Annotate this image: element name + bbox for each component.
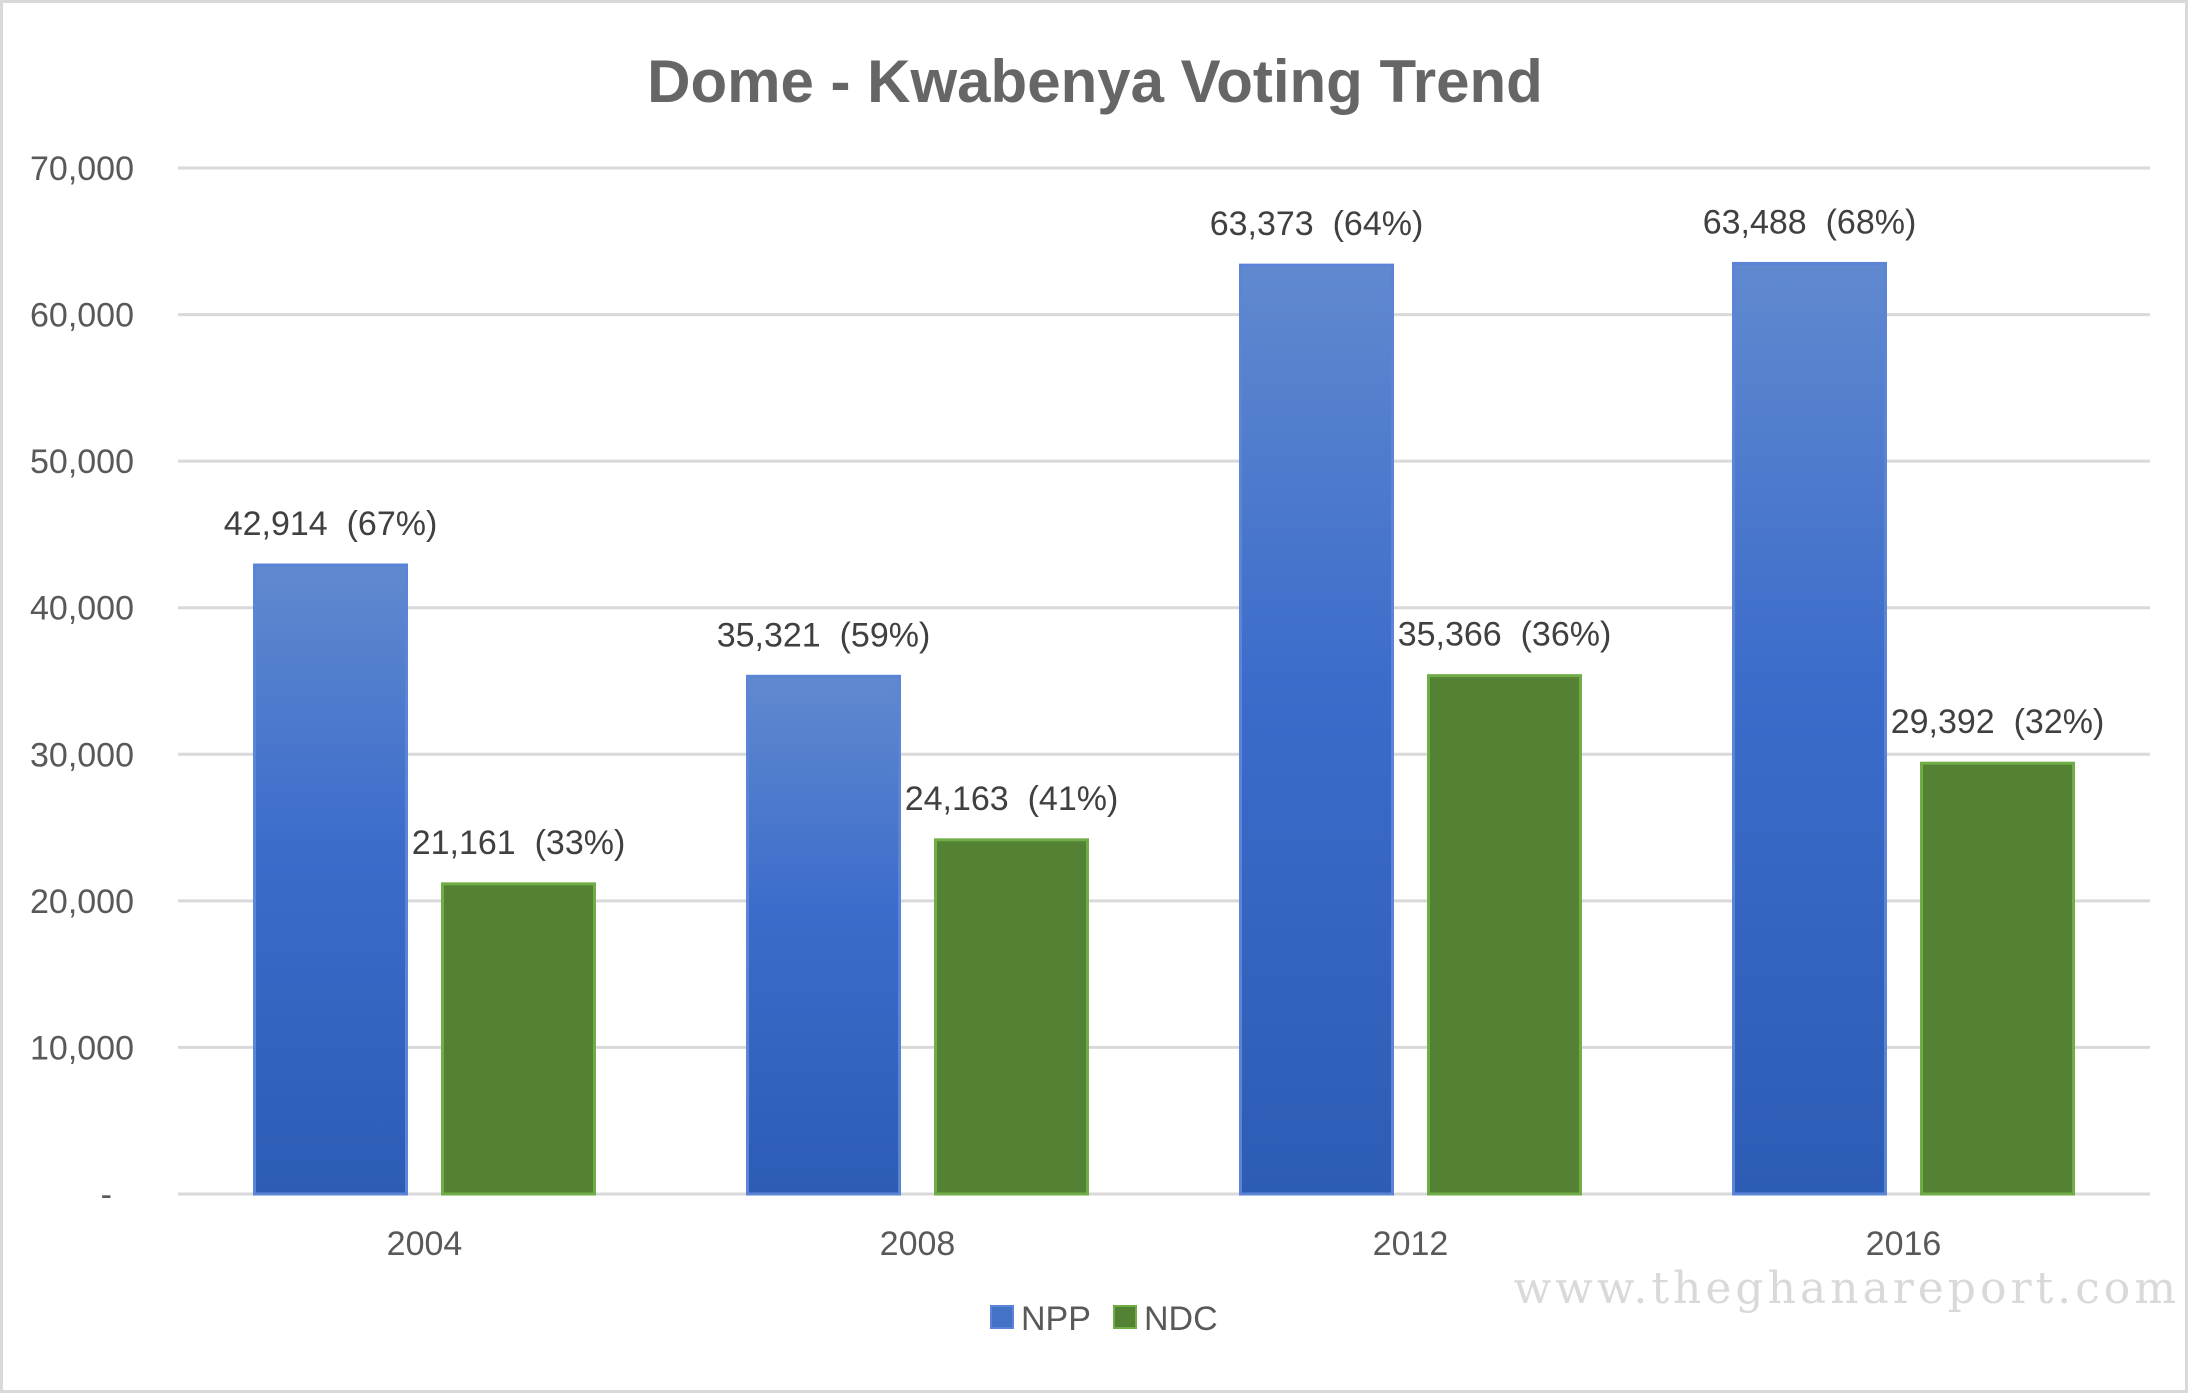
bar-ndc-2004: [441, 882, 596, 1196]
data-labels: 42,914 (67%) 21,161 (33%) 35,321 (59%) 24,1…: [224, 203, 2105, 861]
legend-swatch-npp: [990, 1305, 1014, 1329]
chart-title: Dome - Kwabenya Voting Trend: [647, 48, 1543, 115]
y-tick-label: 20,000: [30, 883, 134, 921]
legend: NPP NDC: [990, 1300, 1218, 1338]
bar-ndc-2016: [1920, 761, 2075, 1196]
data-label-ndc-2004: 21,161 (33%): [412, 824, 626, 862]
data-label-npp-2004: 42,914 (67%): [224, 505, 438, 543]
legend-label-ndc: NDC: [1144, 1300, 1218, 1338]
y-axis-ticks: - 10,000 20,000 30,000 40,000 50,000 60,000 70,…: [30, 150, 134, 1214]
data-label-npp-2008: 35,321 (59%): [717, 616, 931, 654]
bar-npp-2004: [253, 563, 408, 1196]
y-tick-label: 50,000: [30, 443, 134, 481]
bar-npp-2012: [1239, 263, 1394, 1196]
data-label-ndc-2008: 24,163 (41%): [905, 780, 1119, 818]
legend-swatch-ndc: [1113, 1305, 1137, 1329]
data-label-npp-2012: 63,373 (64%): [1210, 205, 1424, 243]
bar-npp-2008: [746, 674, 901, 1196]
legend-label-npp: NPP: [1021, 1300, 1091, 1338]
y-tick-label: 70,000: [30, 150, 134, 188]
x-tick-label: 2012: [1373, 1225, 1449, 1263]
watermark-text: www.theghanareport.com: [1514, 1263, 2180, 1314]
y-tick-label: 60,000: [30, 297, 134, 335]
bars: [253, 261, 2075, 1196]
y-tick-label: -: [101, 1176, 112, 1214]
y-tick-label: 40,000: [30, 590, 134, 628]
x-tick-label: 2016: [1866, 1225, 1942, 1263]
y-tick-label: 10,000: [30, 1029, 134, 1067]
bar-ndc-2008: [934, 838, 1089, 1196]
x-tick-label: 2008: [880, 1225, 956, 1263]
bar-npp-2016: [1732, 261, 1887, 1196]
bar-ndc-2012: [1427, 674, 1582, 1196]
data-label-npp-2016: 63,488 (68%): [1703, 203, 1917, 241]
x-tick-label: 2004: [387, 1225, 463, 1263]
y-tick-label: 30,000: [30, 736, 134, 774]
x-axis-ticks: 2004 2008 2012 2016: [387, 1225, 1942, 1263]
data-label-ndc-2016: 29,392 (32%): [1891, 703, 2105, 741]
data-label-ndc-2012: 35,366 (36%): [1398, 616, 1612, 654]
